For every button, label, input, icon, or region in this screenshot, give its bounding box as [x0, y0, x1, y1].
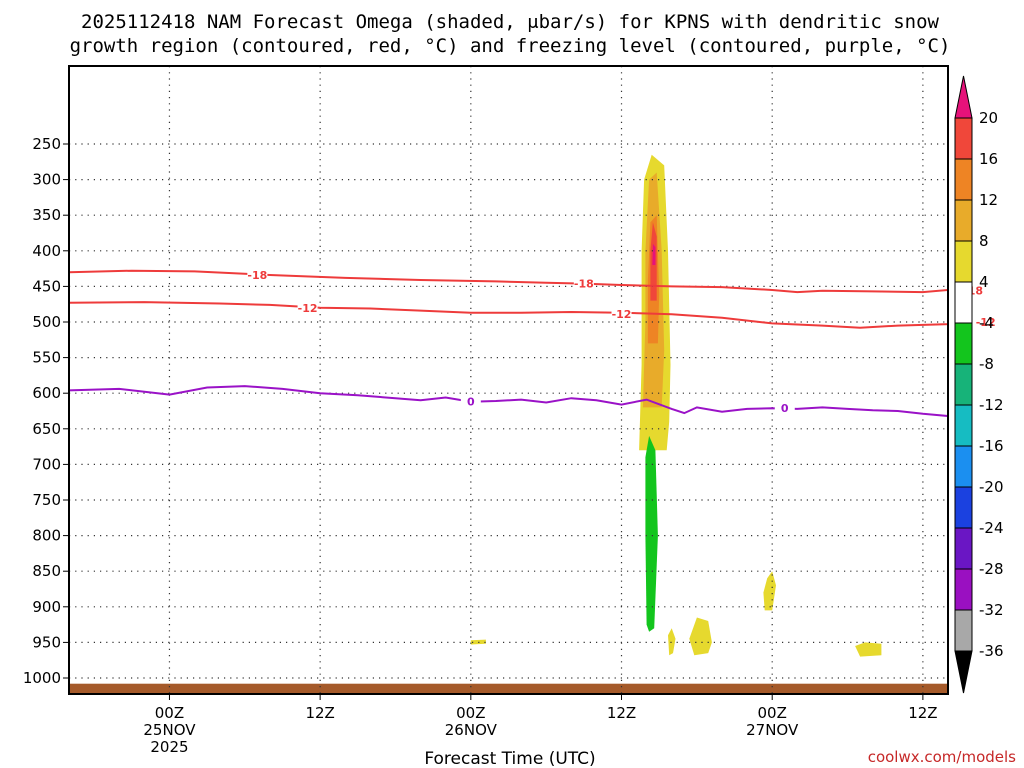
y-tick-label-900: 900	[32, 598, 61, 616]
colorbar-box-11	[954, 568, 973, 611]
colorbar-box-1	[954, 158, 973, 201]
colorbar-box-7	[954, 404, 973, 447]
contour-label-bg-1-1	[611, 307, 632, 322]
x-tick-label-60-1: 12Z	[908, 704, 937, 722]
chart-title-line-2: growth region (contoured, red, °C) and f…	[70, 35, 951, 57]
contour-label-2-1: 0	[781, 402, 789, 415]
colorbar-label-1: 16	[979, 150, 998, 168]
colorbar-label-5: -4	[979, 314, 994, 332]
omega-region-9	[855, 642, 882, 657]
colorbar-top-arrow	[954, 75, 973, 119]
ground-bar	[69, 683, 948, 694]
x-tick-label-36-1: 12Z	[607, 704, 636, 722]
colorbar-label-0: 20	[979, 109, 998, 127]
colorbar-box-10	[954, 527, 973, 570]
contour-label-bg-2-1	[774, 401, 795, 416]
colorbar-label-8: -16	[979, 437, 1004, 455]
x-tick-label-48-1: 00Z	[758, 704, 787, 722]
x-tick-label-0-3: 2025	[150, 738, 188, 756]
colorbar-label-6: -8	[979, 355, 994, 373]
y-tick-label-750: 750	[32, 491, 61, 509]
contour-label-0-1: -18	[574, 278, 594, 291]
contour-label-bg-1-2	[975, 315, 996, 329]
y-tick-label-250: 250	[32, 135, 61, 153]
y-tick-label-400: 400	[32, 242, 61, 260]
colorbar-label-12: -32	[979, 601, 1004, 619]
y-tick-label-350: 350	[32, 206, 61, 224]
colorbar-label-3: 8	[979, 232, 989, 250]
colorbar-box-12	[954, 609, 973, 652]
colorbar-box-8	[954, 445, 973, 488]
contour-label-1-1: -12	[612, 308, 632, 321]
contour-label-1-0: -12	[298, 302, 318, 315]
x-axis-label: Forecast Time (UTC)	[424, 749, 595, 768]
omega-shading-layer	[470, 154, 882, 657]
plot-background	[69, 66, 948, 694]
x-tick-label-12-1: 12Z	[305, 704, 334, 722]
colorbar-label-7: -12	[979, 396, 1004, 414]
y-tick-label-550: 550	[32, 349, 61, 367]
omega-region-8	[763, 571, 776, 611]
grid-lines	[69, 66, 948, 694]
colorbar-label-4: 4	[979, 273, 989, 291]
colorbar-label-13: -36	[979, 642, 1004, 660]
contour-label-1-2: -12	[976, 316, 996, 329]
y-tick-label-700: 700	[32, 455, 61, 473]
colorbar-box-0	[954, 117, 973, 160]
y-tick-label-650: 650	[32, 420, 61, 438]
x-axis-ticks: 00Z25NOV202512Z00Z26NOV12Z00Z27NOV12Z00Z…	[143, 694, 938, 756]
omega-region-7	[689, 617, 712, 656]
x-tick-label-24-2: 26NOV	[445, 721, 498, 739]
y-tick-label-500: 500	[32, 313, 61, 331]
colorbar-box-2	[954, 199, 973, 242]
colorbar-box-4	[954, 281, 973, 324]
x-tick-label-24-1: 00Z	[456, 704, 485, 722]
y-tick-label-800: 800	[32, 527, 61, 545]
y-tick-label-450: 450	[32, 277, 61, 295]
omega-region-4	[652, 243, 656, 265]
credit-text: coolwx.com/models	[868, 748, 1016, 766]
y-tick-label-1000: 1000	[23, 669, 61, 687]
x-tick-label-0-2: 25NOV	[143, 721, 196, 739]
contour-label-bg-1-0	[297, 300, 318, 315]
contour-label-2-0: 0	[467, 396, 475, 409]
y-tick-label-950: 950	[32, 633, 61, 651]
colorbar-bottom-arrow	[954, 650, 973, 694]
colorbar-box-3	[954, 240, 973, 283]
ground-layer	[69, 683, 948, 694]
y-tick-label-600: 600	[32, 384, 61, 402]
colorbar-label-2: 12	[979, 191, 998, 209]
omega-region-6	[668, 628, 676, 656]
x-tick-label-48-2: 27NOV	[746, 721, 799, 739]
x-tick-label-0-1: 00Z	[155, 704, 184, 722]
contour-label-bg-2-0	[460, 394, 481, 409]
contour-label-bg-0-0	[247, 268, 268, 283]
y-tick-label-300: 300	[32, 171, 61, 189]
colorbar-box-5	[954, 322, 973, 365]
y-axis-ticks: 250 300 350 400 450 500 550 600 650 700 750 800 850 9…	[23, 135, 69, 687]
colorbar-box-9	[954, 486, 973, 529]
chart-title-line-1: 2025112418 NAM Forecast Omega (shaded, μ…	[81, 11, 939, 33]
colorbar-label-9: -20	[979, 478, 1004, 496]
y-tick-label-850: 850	[32, 562, 61, 580]
contour-label-0-0: -18	[247, 269, 267, 282]
colorbar-label-10: -24	[979, 519, 1004, 537]
contour-label-bg-0-1	[573, 276, 594, 291]
colorbar: 20 16 12 8 4 -4 -8 -12 -16 -20 -24 -28 -32 -36	[954, 75, 1004, 694]
colorbar-box-6	[954, 363, 973, 406]
omega-region-5	[645, 435, 658, 632]
colorbar-label-11: -28	[979, 560, 1004, 578]
plot-frame	[68, 65, 949, 695]
